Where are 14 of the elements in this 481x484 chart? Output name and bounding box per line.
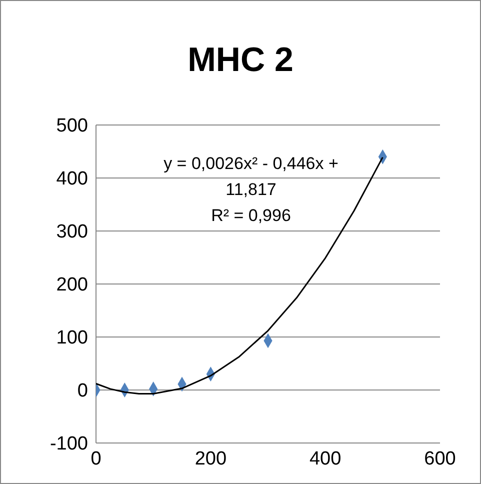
x-tick-label: 0 [90,448,102,470]
y-tick-label: 400 [56,168,88,190]
y-tick-label: 500 [56,116,88,137]
y-tick-label: 200 [56,274,88,296]
y-tick-label: 300 [56,222,88,243]
x-tick-label: 200 [194,448,227,470]
y-tick-label: 0 [77,380,88,402]
x-tick-label: 400 [309,448,342,470]
y-tick-label: 100 [56,328,88,349]
annotation: y = 0,0026x² - 0,446x + 11,817 [162,153,340,201]
y-tick-label: -100 [50,434,88,455]
chart-title: MHC 2 [186,41,294,80]
annotation: R² = 0,996 [210,205,292,227]
x-tick-label: 600 [424,448,456,470]
